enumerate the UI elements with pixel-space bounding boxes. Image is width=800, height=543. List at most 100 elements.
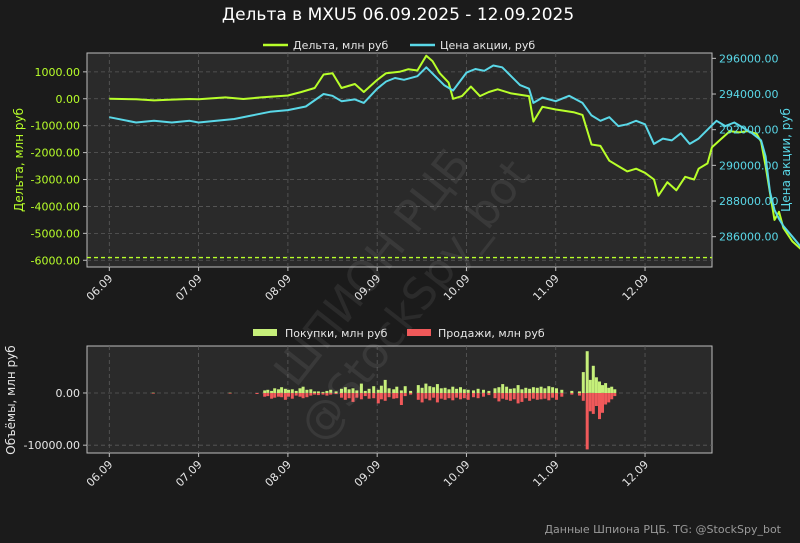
buy-bar [613,389,617,393]
right-y-axis: 286000.00 288000.00 290000.00 292000.00 2940… [712,52,779,244]
buy-bar [420,387,424,393]
sell-bar [607,393,611,403]
bottom-bars [151,351,617,450]
buy-bar [283,388,287,393]
sell-bar [466,393,470,400]
buy-bar [432,387,436,393]
sell-bar [424,393,428,399]
sell-bar [325,393,329,396]
buy-bar [570,390,574,393]
left-y-tick-label: 0.00 [56,93,81,106]
buy-bar [290,389,294,393]
buy-bar [524,387,528,393]
buy-bar [351,388,355,393]
sell-bar [376,393,380,404]
right-y-axis-label: Цена акции, руб [779,108,793,212]
sell-bar [598,393,601,420]
buy-bar [594,377,598,393]
legend-delta-label: Дельта, млн руб [293,39,389,52]
sell-bar [512,393,516,400]
buy-bar [395,386,399,393]
sell-bar [439,393,443,399]
sell-bar [355,393,359,398]
sell-bar [497,393,501,402]
buy-bar [376,389,380,393]
left-y-axis: -6000.00 -5000.00 -4000.00 -3000.00 -2000.00… [31,66,87,267]
buy-bar [316,391,320,393]
buy-bar [601,385,604,393]
buy-bar [555,388,558,393]
sell-bar [340,393,343,398]
right-y-tick-label: 294000.00 [719,88,779,101]
right-y-tick-label: 296000.00 [719,52,779,65]
legend-buy-label: Покупки, млн руб [285,327,388,340]
buy-bar [501,384,505,393]
sell-bar [543,393,547,399]
sell-bar [309,393,313,396]
buy-bar [359,383,363,393]
sell-bar [399,393,403,405]
top-series [109,54,800,250]
left-y-tick-label: 1000.00 [35,66,81,79]
left-y-tick-label: -3000.00 [31,174,80,187]
left-y-tick-label: -1000.00 [31,120,80,133]
sell-bar [505,393,509,400]
bottom-y-tick-label: 0.00 [56,387,81,400]
sell-bar [334,393,338,394]
buy-bar [399,390,403,393]
delta-line [109,54,800,250]
bottom-y-axis: -10000.00 0.00 [24,387,87,452]
buy-bar [520,389,524,393]
sell-bar [539,393,543,400]
sell-bar [351,393,355,402]
buy-bar [294,390,298,393]
sell-bar [270,393,274,399]
buy-bar [610,386,614,393]
buy-bar [363,390,367,393]
sell-bar [613,393,617,397]
buy-bar [585,351,589,393]
sell-bar [601,393,604,413]
sell-bar [508,393,512,401]
buy-bar [578,391,581,393]
sell-bar [591,393,595,414]
price-line [109,64,800,248]
sell-bar [294,393,298,396]
sell-bar [359,393,363,400]
buy-bar [487,390,491,393]
sell-bar [516,393,520,404]
sell-bar [420,393,424,403]
sell-bar [585,393,589,450]
legend-sell-label: Продажи, млн руб [438,327,545,340]
sell-bar [594,393,598,406]
top-chart: -6000.00 -5000.00 -4000.00 -3000.00 -2000.00… [12,52,800,303]
buy-bar [313,391,317,393]
sell-bar [476,393,480,399]
sell-bar [277,393,280,397]
sell-bar [487,393,491,396]
buy-bar [535,387,539,393]
sell-bar [501,393,505,399]
sell-bar [555,393,558,400]
buy-bar [439,388,443,393]
sell-bar [379,393,383,400]
sell-bar [604,393,608,405]
sell-bar [387,393,391,398]
sell-bar [280,393,284,398]
sell-bar [313,393,317,395]
sell-bar [409,393,413,395]
buy-bar [462,389,466,393]
sell-bar [524,393,528,399]
buy-bar [493,388,497,393]
buy-bar [508,388,512,393]
sell-bar [347,393,351,399]
sell-bar [363,393,367,397]
buy-bar [482,389,485,393]
bottom-y-tick-label: -10000.00 [24,439,80,452]
sell-bar [578,393,581,396]
sell-bar [462,393,466,399]
buy-bar [309,389,313,393]
buy-bar [263,390,267,393]
sell-bar [588,393,592,412]
